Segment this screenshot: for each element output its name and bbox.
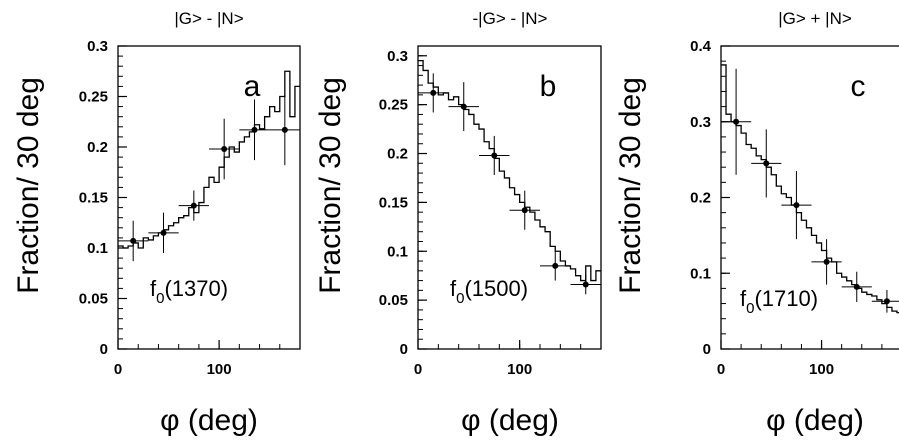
y-tick-label: 0.3 xyxy=(690,114,711,131)
data-point xyxy=(460,103,467,110)
y-tick-label: 0.4 xyxy=(690,38,712,55)
data-point xyxy=(221,146,228,153)
y-tick-label: 0.1 xyxy=(690,265,711,282)
data-point xyxy=(491,152,498,159)
y-tick-label: 0 xyxy=(703,341,711,358)
x-tick-label: 100 xyxy=(507,361,532,378)
panel-title: -|G> - |N> xyxy=(473,9,548,28)
data-point xyxy=(430,89,437,96)
y-tick-label: 0.2 xyxy=(387,146,408,163)
y-axis-label: Fraction/ 30 deg xyxy=(314,77,347,294)
y-tick-label: 0.2 xyxy=(87,139,108,156)
panel-b: -|G> - |N> Fraction/ 30 deg φ (deg) 0 0.05 0.… xyxy=(314,9,602,437)
panel-title: |G> + |N> xyxy=(778,9,852,28)
x-axis-label: φ (deg) xyxy=(766,404,864,437)
data-point xyxy=(160,229,167,236)
annotation-rest: (1710) xyxy=(754,286,818,311)
data-point xyxy=(793,202,800,209)
data-point xyxy=(521,207,528,214)
data-point xyxy=(130,237,137,244)
annotation-main: f xyxy=(740,286,747,311)
data-point xyxy=(883,298,890,305)
panel-letter: c xyxy=(851,70,866,103)
x-tick-label: 0 xyxy=(414,361,422,378)
resonance-annotation: f0(1710) xyxy=(740,286,818,317)
panel-letter: a xyxy=(244,70,261,103)
y-tick-label: 0.3 xyxy=(387,48,408,65)
annotation-rest: (1370) xyxy=(164,276,228,301)
data-point xyxy=(853,283,860,290)
histogram-series xyxy=(418,60,601,282)
annotation-subscript: 0 xyxy=(156,290,164,307)
y-tick-label: 0.25 xyxy=(79,89,108,106)
histogram-series xyxy=(118,70,300,249)
x-tick-label: 100 xyxy=(207,361,232,378)
y-tick-label: 0 xyxy=(100,341,108,358)
y-tick-label: 0 xyxy=(400,341,408,358)
plot-frame xyxy=(417,45,602,350)
y-tick-label: 0.15 xyxy=(79,190,108,207)
data-point xyxy=(190,202,197,209)
x-tick-label: 0 xyxy=(114,361,122,378)
data-point xyxy=(281,126,288,133)
y-tick-label: 0.3 xyxy=(87,38,108,55)
y-tick-label: 0.2 xyxy=(690,190,711,207)
data-point xyxy=(251,126,258,133)
x-tick-label: 0 xyxy=(717,361,725,378)
histogram-series xyxy=(721,64,899,314)
data-point xyxy=(733,118,740,125)
panel-c: |G> + |N> Fraction/ 30 deg φ (deg) 0 0.1 0.2 0… xyxy=(614,9,899,437)
x-axis-label: φ (deg) xyxy=(461,404,559,437)
plot-frame xyxy=(117,45,301,350)
data-point xyxy=(582,281,589,288)
annotation-rest: (1500) xyxy=(464,276,528,301)
annotation-subscript: 0 xyxy=(746,300,754,317)
y-tick-label: 0.05 xyxy=(379,292,408,309)
annotation-main: f xyxy=(450,276,457,301)
y-tick-label: 0.05 xyxy=(79,291,108,308)
y-tick-label: 0.15 xyxy=(379,194,408,211)
panel-title: |G> - |N> xyxy=(174,9,243,28)
panel-letter: b xyxy=(540,70,557,103)
y-axis-label: Fraction/ 30 deg xyxy=(12,77,45,294)
y-tick-label: 0.1 xyxy=(87,240,108,257)
resonance-annotation: f0(1370) xyxy=(150,276,228,307)
data-point xyxy=(552,262,559,269)
annotation-subscript: 0 xyxy=(456,290,464,307)
data-point xyxy=(823,258,830,265)
resonance-annotation: f0(1500) xyxy=(450,276,528,307)
y-axis-label: Fraction/ 30 deg xyxy=(614,77,647,294)
panel-a: |G> - |N> Fraction/ 30 deg φ (deg) 0 0.05 0.1… xyxy=(12,9,301,437)
x-axis-label: φ (deg) xyxy=(160,404,258,437)
annotation-main: f xyxy=(150,276,157,301)
y-tick-label: 0.1 xyxy=(387,243,408,260)
y-tick-label: 0.25 xyxy=(379,97,408,114)
data-point xyxy=(763,160,770,167)
x-tick-label: 100 xyxy=(809,361,834,378)
